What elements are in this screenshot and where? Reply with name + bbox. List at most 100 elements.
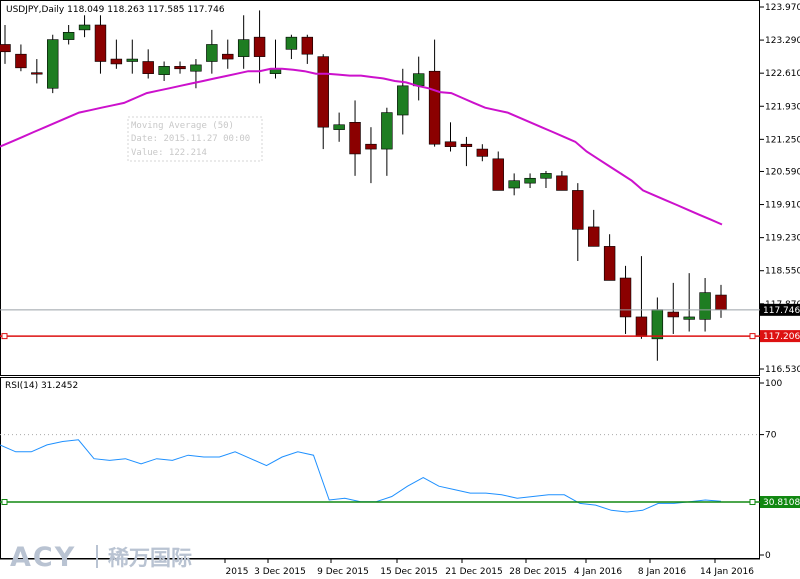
bear-candle-body[interactable] [94, 24, 107, 62]
bear-candle-body[interactable] [635, 316, 648, 337]
bull-candle-body[interactable] [508, 180, 520, 189]
bear-candle-body[interactable] [317, 56, 329, 128]
bear-candle-body[interactable] [253, 36, 266, 57]
current-price-text: 117.746 [763, 306, 800, 316]
bull-candle-body[interactable] [683, 316, 695, 320]
bear-candle-body[interactable] [349, 122, 361, 155]
bull-candle-body[interactable] [78, 24, 91, 31]
support-line-handle-left[interactable] [1, 333, 8, 340]
bear-candle-body[interactable] [110, 58, 123, 65]
bull-candle-body[interactable] [158, 66, 170, 75]
time-tick-label: 9 Dec 2015 [317, 567, 369, 577]
price-tick-label: 121.930 [765, 102, 800, 112]
price-tick-label: 119.910 [765, 201, 800, 211]
bull-candle-body[interactable] [540, 173, 552, 179]
bear-candle-body[interactable] [588, 226, 600, 247]
time-tick-label: 8 Jan 2016 [638, 567, 686, 577]
bear-candle-body[interactable] [460, 143, 473, 147]
price-axis: 123.970 123.290 122.610 121.930 121.250 120.5… [760, 3, 800, 375]
rsi-level-text: 30.8108 [763, 498, 800, 508]
rsi-panel-frame [0, 377, 760, 559]
ma-tooltip: Moving Average (50) Date: 2015.11.27 00:… [127, 116, 263, 162]
price-tick-label: 120.590 [765, 167, 800, 177]
bull-candle-body[interactable] [381, 112, 393, 150]
bear-candle-body[interactable] [603, 246, 616, 281]
rsi-label: RSI(14) 31.2452 [5, 381, 78, 391]
chart-header: USDJPY,Daily 118.049 118.263 117.585 117… [6, 5, 225, 15]
rsi-tick-label: 100 [765, 379, 782, 389]
price-panel-frame [0, 0, 760, 376]
logo-sub-text: 稀万国际 [108, 546, 192, 570]
price-level-lines: 117.746 117.206 [0, 303, 800, 343]
time-tick-label: 14 Jan 2016 [700, 567, 754, 577]
bear-candle-body[interactable] [142, 61, 154, 74]
price-tick-label: 118.550 [765, 267, 800, 277]
price-tick-label: 121.250 [765, 135, 800, 145]
symbol-timeframe: USDJPY,Daily [6, 5, 65, 15]
ohlc-values: 118.049 118.263 117.585 117.746 [67, 5, 225, 15]
rsi-level-badge [760, 496, 800, 509]
support-level-text: 117.206 [763, 332, 800, 342]
bear-candle-body[interactable] [492, 158, 504, 191]
rsi-tick-label: 70 [765, 431, 777, 441]
candles[interactable] [0, 10, 727, 361]
bear-candle-body[interactable] [15, 53, 27, 69]
time-tick-label: 28 Dec 2015 [509, 567, 567, 577]
bear-candle-body[interactable] [444, 141, 457, 147]
price-tick-label: 116.530 [765, 365, 800, 375]
bull-candle-body[interactable] [699, 292, 711, 320]
rsi-axis: 100 70 0 [0, 379, 782, 561]
price-tick-label: 123.290 [765, 36, 800, 46]
bull-candle-body[interactable] [412, 73, 425, 87]
bull-candle-body[interactable] [237, 39, 250, 57]
price-tick-label: 122.610 [765, 69, 800, 79]
bear-candle-body[interactable] [428, 70, 441, 145]
bull-candle-body[interactable] [62, 32, 75, 40]
tooltip-line-1: Moving Average (50) [131, 121, 234, 131]
bear-candle-body[interactable] [365, 143, 377, 150]
time-axis: 2015 3 Dec 2015 9 Dec 2015 15 Dec 2015 21 De… [224, 559, 754, 577]
rsi-line-handle-left[interactable] [1, 499, 8, 506]
bull-candle-body[interactable] [206, 44, 218, 62]
rsi-line-handle-right[interactable] [749, 499, 756, 506]
bear-candle-body[interactable] [556, 175, 568, 191]
support-line-handle-right[interactable] [749, 333, 756, 340]
moving-average-line[interactable] [0, 67, 723, 226]
support-level-badge [760, 330, 800, 343]
bear-candle-body[interactable] [667, 311, 679, 318]
rsi-line[interactable] [0, 439, 722, 513]
bull-candle-body[interactable] [333, 124, 345, 130]
time-tick-label: 15 Dec 2015 [380, 567, 438, 577]
bull-candle-body[interactable] [397, 85, 409, 116]
bear-candle-body[interactable] [572, 190, 584, 230]
rsi-tick-label: 0 [765, 551, 771, 561]
bear-candle-body[interactable] [31, 72, 43, 75]
bear-candle-body[interactable] [619, 277, 632, 318]
time-tick-label: 2015 [226, 567, 249, 577]
time-tick-label: 3 Dec 2015 [254, 567, 306, 577]
bull-candle-body[interactable] [126, 58, 138, 62]
bull-candle-body[interactable] [47, 39, 59, 89]
bear-candle-body[interactable] [476, 148, 489, 157]
bear-candle-body[interactable] [174, 66, 186, 70]
price-tick-label: 119.230 [765, 234, 800, 244]
bull-candle-body[interactable] [285, 36, 298, 50]
current-price-badge [760, 303, 800, 316]
bear-candle-body[interactable] [301, 36, 314, 55]
time-tick-label: 21 Dec 2015 [445, 567, 503, 577]
price-tick-label: 123.970 [765, 3, 800, 13]
tooltip-line-2: Date: 2015.11.27 00:00 [131, 134, 250, 144]
rsi-level-line: 30.8108 [0, 496, 800, 509]
bear-candle-body[interactable] [715, 294, 727, 310]
bear-candle-body[interactable] [0, 44, 11, 53]
logo-main-text: ACY [10, 542, 76, 573]
time-tick-label: 4 Jan 2016 [574, 567, 622, 577]
bear-candle-body[interactable] [222, 53, 234, 60]
tooltip-line-3: Value: 122.214 [131, 148, 207, 158]
tooltip-box [127, 116, 263, 162]
acy-logo: ACY 稀万国际 [10, 542, 192, 573]
bull-candle-body[interactable] [190, 64, 202, 72]
bull-candle-body[interactable] [524, 177, 536, 184]
bull-candle-body[interactable] [651, 309, 664, 340]
